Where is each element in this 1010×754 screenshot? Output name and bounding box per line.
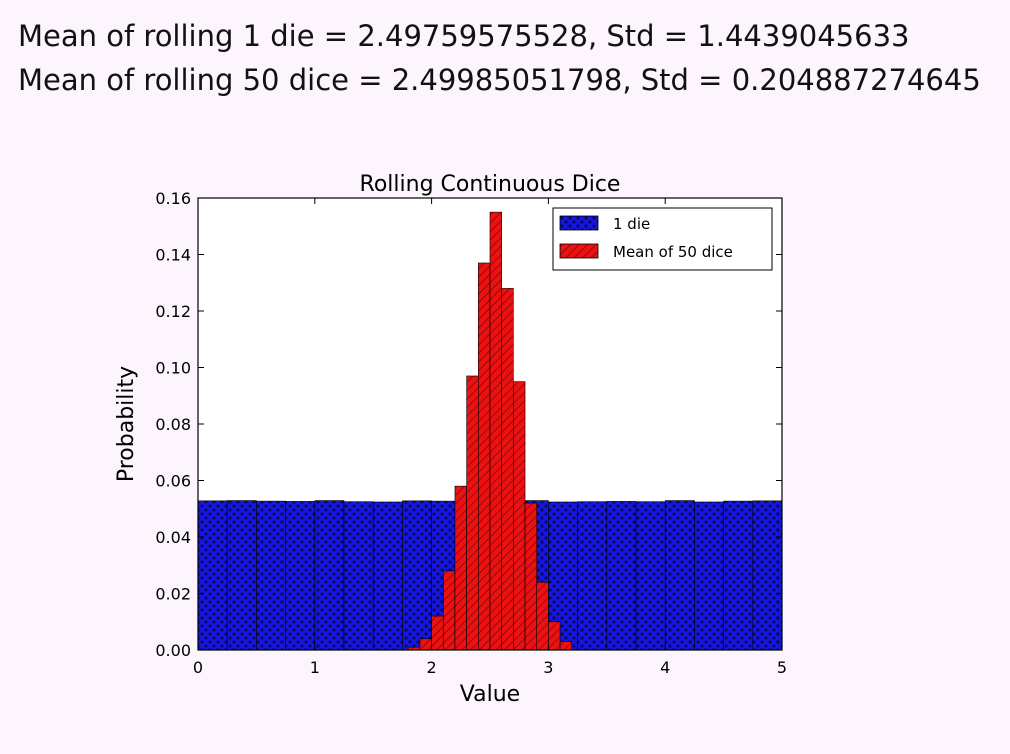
bar bbox=[343, 501, 374, 651]
legend-swatch-1-die bbox=[559, 215, 599, 231]
bar bbox=[372, 501, 403, 651]
bar bbox=[513, 381, 526, 651]
bar bbox=[478, 262, 491, 651]
bar bbox=[635, 501, 666, 651]
y-tick-label: 0.10 bbox=[155, 359, 191, 378]
bar bbox=[577, 501, 608, 651]
bar bbox=[419, 638, 432, 651]
legend-box bbox=[552, 207, 773, 271]
x-tick-label: 0 bbox=[193, 658, 203, 677]
summary-stats: Mean of rolling 1 die = 2.49759575528, S… bbox=[18, 14, 981, 102]
summary-line-50-dice: Mean of rolling 50 dice = 2.49985051798,… bbox=[18, 63, 981, 97]
bar bbox=[442, 570, 456, 651]
legend-label-1-die: 1 die bbox=[613, 215, 650, 233]
y-tick-label: 0.04 bbox=[155, 528, 191, 547]
bar bbox=[548, 621, 561, 651]
x-tick-label: 2 bbox=[427, 658, 437, 677]
y-axis-label: Probability bbox=[114, 366, 139, 482]
bar bbox=[723, 500, 754, 651]
bar bbox=[524, 502, 538, 651]
x-tick-label: 4 bbox=[660, 658, 670, 677]
chart-title: Rolling Continuous Dice bbox=[360, 172, 621, 197]
bar bbox=[402, 500, 432, 651]
legend-label-mean-50-dice: Mean of 50 dice bbox=[613, 243, 733, 261]
y-tick-label: 0.02 bbox=[155, 585, 191, 604]
bar bbox=[314, 500, 345, 651]
bar bbox=[606, 501, 637, 651]
x-tick-label: 5 bbox=[777, 658, 787, 677]
y-tick-label: 0.06 bbox=[155, 472, 191, 491]
legend: 1 die Mean of 50 dice bbox=[552, 207, 773, 271]
y-tick-label: 0.14 bbox=[155, 246, 191, 265]
series-mean-50-dice bbox=[407, 211, 573, 651]
y-tick-label: 0.12 bbox=[155, 302, 191, 321]
bar bbox=[226, 500, 257, 651]
bar bbox=[466, 375, 479, 651]
x-axis-label: Value bbox=[460, 682, 520, 707]
bar bbox=[536, 581, 549, 651]
bar bbox=[285, 501, 316, 651]
bar bbox=[559, 641, 573, 651]
bar bbox=[197, 500, 228, 651]
bar bbox=[694, 501, 724, 651]
bar bbox=[431, 615, 444, 651]
y-tick-label: 0.16 bbox=[155, 189, 191, 208]
bar bbox=[256, 500, 286, 651]
bar bbox=[752, 500, 783, 651]
bar bbox=[489, 211, 502, 651]
y-axis: 0.00 0.02 0.04 0.06 0.08 0.10 0.12 0.14 0.16 bbox=[155, 189, 782, 660]
bar bbox=[664, 500, 695, 651]
summary-line-1-die: Mean of rolling 1 die = 2.49759575528, S… bbox=[18, 19, 910, 53]
bar bbox=[454, 485, 467, 651]
legend-swatch-mean-50-dice bbox=[559, 243, 599, 259]
y-tick-label: 0.00 bbox=[155, 641, 191, 660]
bar bbox=[501, 288, 514, 651]
x-tick-label: 3 bbox=[543, 658, 553, 677]
y-tick-label: 0.08 bbox=[155, 415, 191, 434]
x-tick-label: 1 bbox=[310, 658, 320, 677]
x-axis: 0 1 2 3 4 5 bbox=[193, 198, 787, 677]
